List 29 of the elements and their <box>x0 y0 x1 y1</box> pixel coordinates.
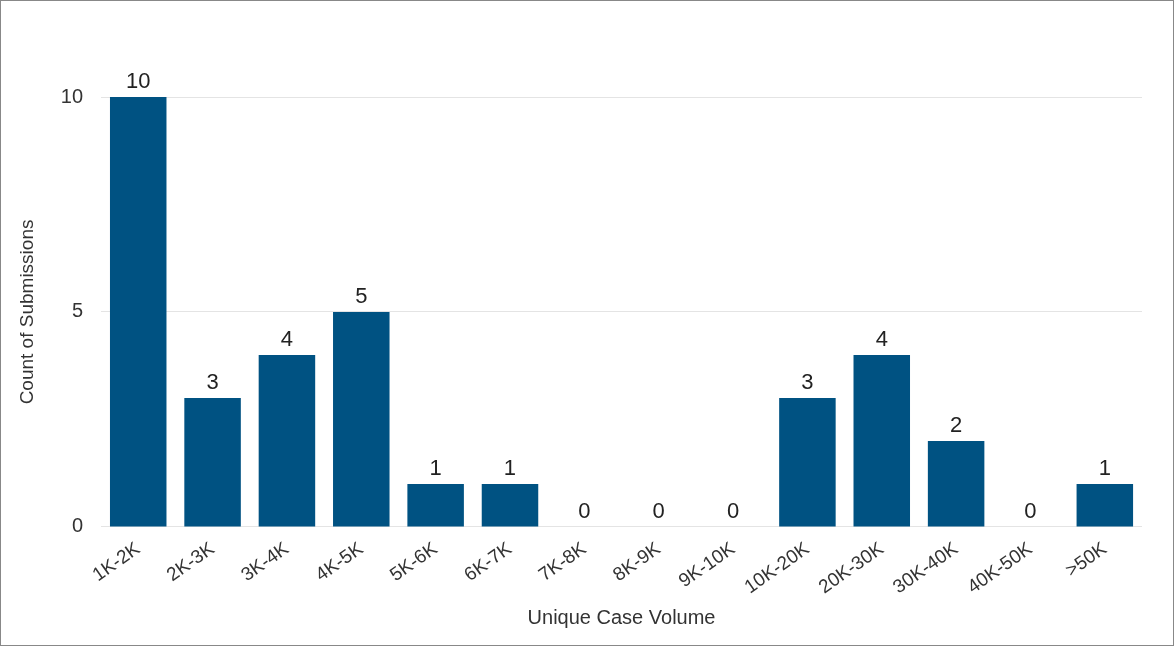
data-label: 1 <box>429 454 442 480</box>
x-axis-title: Unique Case Volume <box>527 605 716 628</box>
bar <box>184 397 241 527</box>
bar <box>258 354 316 527</box>
bar <box>109 97 167 527</box>
bar <box>853 354 911 527</box>
data-label: 3 <box>206 369 219 394</box>
data-label: 5 <box>355 283 368 309</box>
data-label: 0 <box>1024 497 1037 523</box>
bar <box>407 483 464 527</box>
y-tick-label: 0 <box>71 514 84 537</box>
y-tick-label: 10 <box>60 84 84 107</box>
bar <box>779 397 836 527</box>
bar <box>481 483 539 527</box>
bar <box>333 311 390 527</box>
data-label: 0 <box>578 497 591 523</box>
data-label: 2 <box>949 411 963 437</box>
data-label: 4 <box>875 326 888 352</box>
y-tick-label: 5 <box>71 299 84 322</box>
data-label: 4 <box>280 326 294 352</box>
data-label: 0 <box>652 497 665 523</box>
data-label: 1 <box>503 454 517 480</box>
data-label: 3 <box>801 369 814 394</box>
bar <box>1076 483 1134 527</box>
data-label: 0 <box>726 497 740 523</box>
data-label: 10 <box>125 68 151 94</box>
data-label: 1 <box>1098 454 1111 480</box>
bar <box>927 440 985 527</box>
y-axis-title: Count of Submissions <box>15 219 37 405</box>
